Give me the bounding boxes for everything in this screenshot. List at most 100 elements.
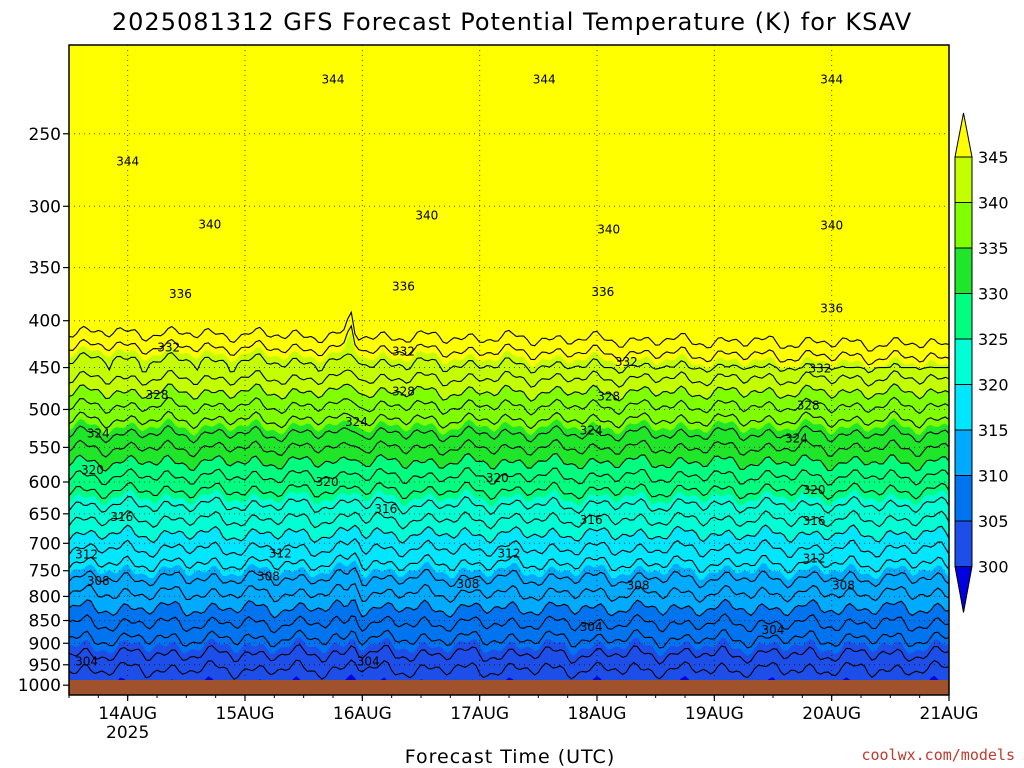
contour-label: 324	[580, 423, 603, 437]
x-tick-label: 14AUG	[98, 704, 157, 724]
y-tick-label: 700	[29, 534, 61, 554]
colorbar: 345 340 335 330 325 320 315 310 305 300	[954, 112, 1009, 613]
contour-label: 340	[820, 219, 843, 233]
contour-336	[69, 410, 949, 430]
contour-label: 308	[456, 577, 479, 591]
y-tick-label: 250	[29, 125, 61, 145]
y-tick-label: 950	[29, 656, 61, 676]
contour-label: 336	[820, 302, 843, 316]
contour-318	[69, 537, 949, 558]
y-tick-label: 750	[29, 562, 61, 582]
y-tick-label: 1000	[18, 676, 61, 696]
colorbar-swatch	[954, 338, 973, 385]
x-tick-label: 16AUG	[333, 704, 392, 724]
colorbar-label: 300	[978, 558, 1009, 577]
x-tick-label: 17AUG	[450, 704, 509, 724]
x-tick-label: 21AUG	[920, 704, 979, 724]
contour-label: 320	[486, 471, 509, 485]
contour-label: 344	[820, 72, 843, 86]
colorbar-extend-top	[954, 112, 973, 158]
y-tick-label: 800	[29, 587, 61, 607]
colorbar-label: 335	[978, 239, 1009, 258]
colorbar-swatch	[954, 475, 973, 522]
contour-302	[69, 659, 949, 680]
plot-area	[69, 45, 949, 695]
contour-322	[69, 509, 949, 530]
contour-label: 304	[580, 620, 603, 634]
colorbar-label: 320	[978, 376, 1009, 395]
colorbar-swatch	[954, 429, 973, 476]
y-tick-label: 350	[29, 259, 61, 279]
contour-label: 316	[580, 513, 603, 527]
contour-312	[69, 582, 949, 604]
source-credit: coolwx.com/models	[861, 746, 1015, 764]
colorbar-label: 305	[978, 512, 1009, 531]
y-tick-label: 500	[29, 400, 61, 420]
contour-label: 316	[110, 510, 133, 524]
contour-326	[69, 481, 949, 501]
y-tick-label: 400	[29, 312, 61, 332]
contour-label: 336	[591, 285, 614, 299]
chart-title: 2025081312 GFS Forecast Potential Temper…	[112, 8, 912, 36]
contour-342	[69, 369, 949, 388]
y-tick-label: 600	[29, 473, 61, 493]
colorbar-label: 310	[978, 467, 1009, 486]
y-tick-label: 450	[29, 359, 61, 379]
contour-label: 312	[269, 546, 292, 560]
colorbar-label: 330	[978, 285, 1009, 304]
contour-label: 328	[392, 385, 415, 399]
contour-334	[69, 424, 949, 444]
colorbar-label: 340	[978, 194, 1009, 213]
y-tick-label: 300	[29, 197, 61, 217]
contour-316	[69, 552, 949, 574]
contour-304	[69, 644, 949, 665]
contour-label: 332	[392, 344, 415, 358]
contour-label: 344	[322, 72, 345, 86]
contour-label: 324	[87, 426, 110, 440]
x-tick-label: 20AUG	[802, 704, 861, 724]
contour-label: 304	[357, 654, 380, 668]
contour-label: 340	[597, 222, 620, 236]
contour-label: 332	[615, 355, 638, 369]
colorbar-swatch	[954, 202, 973, 249]
contour-label: 332	[808, 361, 831, 375]
contour-label: 304	[75, 654, 98, 668]
x-tick-sublabel: 2025	[106, 723, 149, 743]
contour-label: 320	[803, 483, 826, 497]
y-tick-label: 850	[29, 612, 61, 632]
contour-320	[69, 524, 949, 544]
y-tick-label: 650	[29, 505, 61, 525]
contour-label: 332	[157, 341, 180, 355]
x-tick-label: 15AUG	[216, 704, 275, 724]
contour-306	[69, 628, 949, 649]
colorbar-label: 345	[978, 148, 1009, 167]
contour-label: 324	[785, 432, 808, 446]
contour-lines	[69, 310, 949, 680]
contour-314	[69, 567, 949, 589]
x-axis-title: Forecast Time (UTC)	[405, 746, 615, 768]
contour-label: 328	[797, 398, 820, 412]
contour-label: 320	[81, 463, 104, 477]
contour-label: 344	[533, 72, 556, 86]
y-tick-label: 900	[29, 634, 61, 654]
contour-324	[69, 495, 949, 516]
contour-label: 312	[75, 548, 98, 562]
contour-label: 312	[803, 551, 826, 565]
contour-label: 336	[392, 279, 415, 293]
contour-label: 340	[198, 217, 221, 231]
colorbar-label: 325	[978, 330, 1009, 349]
contour-348	[69, 310, 949, 352]
colorbar-swatch	[954, 293, 973, 340]
colorbar-swatch	[954, 384, 973, 431]
colorbar-swatch	[954, 247, 973, 294]
y-tick-label: 550	[29, 438, 61, 458]
contour-label: 308	[257, 570, 280, 584]
contour-label: 316	[374, 502, 397, 516]
contour-label: 336	[169, 287, 192, 301]
contour-label: 316	[803, 514, 826, 528]
contour-label: 308	[627, 578, 650, 592]
contour-label: 328	[146, 388, 169, 402]
contour-label: 328	[597, 390, 620, 404]
ground-surface	[69, 680, 949, 695]
